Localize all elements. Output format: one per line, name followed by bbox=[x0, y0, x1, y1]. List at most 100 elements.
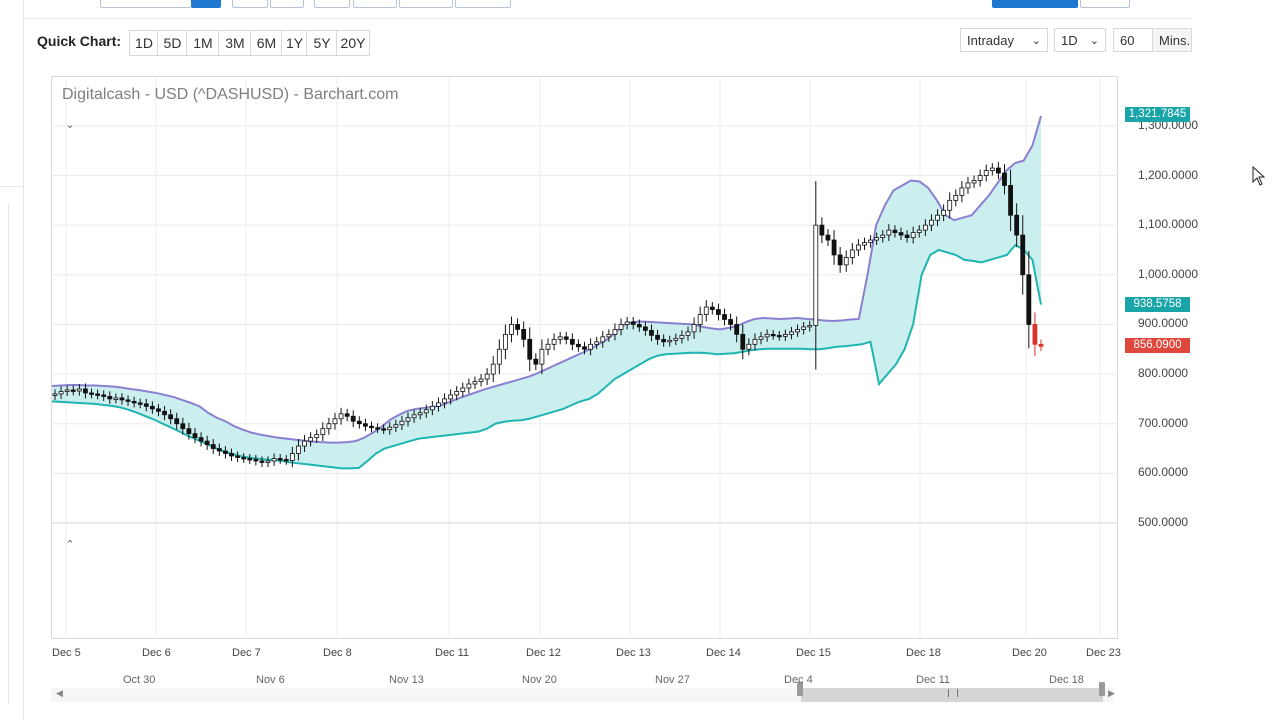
range-button-20y[interactable]: 20Y bbox=[336, 30, 370, 56]
chevron-down-icon[interactable]: ⌄ bbox=[65, 119, 75, 131]
navigator-grip[interactable] bbox=[948, 689, 958, 697]
candle-body bbox=[76, 388, 82, 392]
x-tick-label: Dec 20 bbox=[1012, 647, 1047, 659]
range-button-1m[interactable]: 1M bbox=[186, 30, 220, 56]
aggregation-select[interactable]: 1D ⌄ bbox=[1054, 28, 1106, 52]
candle-body bbox=[776, 334, 782, 338]
candle-body bbox=[283, 459, 289, 462]
toolbar-button[interactable] bbox=[455, 0, 511, 8]
candle-body bbox=[70, 389, 76, 392]
candle-body bbox=[740, 333, 746, 350]
primary-action-button[interactable] bbox=[992, 0, 1078, 8]
candle-body bbox=[916, 229, 922, 234]
candle-body bbox=[758, 336, 764, 340]
period-select[interactable]: Intraday ⌄ bbox=[960, 28, 1048, 52]
candle-body bbox=[642, 326, 648, 331]
candle-body bbox=[1008, 185, 1013, 216]
candle-body bbox=[636, 324, 642, 328]
chevron-up-icon[interactable]: ⌃ bbox=[65, 539, 75, 551]
candle-body bbox=[95, 393, 101, 396]
candle-body bbox=[685, 331, 691, 336]
x-tick-label: Dec 5 bbox=[52, 647, 81, 659]
candle-body bbox=[661, 338, 667, 343]
y-tick-label: 1,100.0000 bbox=[1138, 217, 1199, 232]
price-tag-lower: 938.5758 bbox=[1125, 297, 1190, 313]
toolbar-button[interactable] bbox=[353, 0, 397, 8]
candle-body bbox=[265, 460, 271, 463]
candle-body bbox=[612, 329, 618, 335]
candle-body bbox=[89, 392, 94, 395]
navigator-tick-label: Nov 6 bbox=[256, 674, 285, 686]
candle-body bbox=[789, 331, 794, 335]
go-button[interactable] bbox=[191, 0, 221, 8]
candle-body bbox=[308, 437, 314, 442]
candle-body bbox=[180, 423, 186, 430]
x-tick-label: Dec 8 bbox=[323, 647, 352, 659]
candle-body bbox=[600, 336, 606, 343]
candle-body bbox=[490, 363, 496, 375]
candle-body bbox=[886, 229, 892, 236]
candle-body bbox=[569, 338, 575, 345]
navigator-handle-right[interactable] bbox=[1099, 682, 1105, 696]
candle-body bbox=[533, 358, 539, 365]
candle-body bbox=[795, 329, 800, 333]
x-tick-label: Dec 14 bbox=[706, 647, 741, 659]
candle-body bbox=[156, 408, 161, 412]
range-button-6m[interactable]: 6M bbox=[250, 30, 283, 56]
x-tick-label: Dec 12 bbox=[526, 647, 561, 659]
candle-body bbox=[557, 336, 563, 340]
nav-left-arrow-icon[interactable]: ◀ bbox=[56, 688, 63, 698]
candle-body bbox=[551, 338, 557, 345]
toolbar-button[interactable] bbox=[399, 0, 453, 8]
candle-body bbox=[898, 232, 904, 236]
candle-body bbox=[149, 405, 155, 410]
quick-chart-label: Quick Chart: bbox=[37, 33, 122, 49]
range-button-1d[interactable]: 1D bbox=[129, 30, 159, 56]
navigator-tick-label: Dec 4 bbox=[784, 674, 813, 686]
navigator-tick-label: Dec 11 bbox=[916, 674, 951, 686]
price-tag-upper: 1,321.7845 bbox=[1125, 107, 1190, 123]
toolbar-button[interactable] bbox=[314, 0, 350, 8]
candle-body bbox=[502, 333, 508, 350]
candle-body bbox=[813, 224, 819, 326]
candle-body bbox=[959, 187, 965, 196]
navigator-handle-left[interactable] bbox=[797, 682, 803, 696]
candle-body bbox=[387, 426, 393, 431]
y-tick-label: 1,000.0000 bbox=[1138, 266, 1199, 281]
candle-body bbox=[381, 428, 387, 431]
y-tick-label: 700.0000 bbox=[1138, 415, 1189, 430]
toolbar-button[interactable] bbox=[270, 0, 304, 8]
navigator-window[interactable] bbox=[801, 688, 1103, 702]
candle-body bbox=[131, 400, 137, 404]
candle-body bbox=[52, 393, 58, 396]
range-button-1y[interactable]: 1Y bbox=[281, 30, 308, 56]
x-tick-label: Dec 18 bbox=[906, 647, 941, 659]
candle-body bbox=[576, 343, 581, 348]
candle-body bbox=[594, 341, 600, 345]
toolbar-button[interactable] bbox=[232, 0, 268, 8]
toolbar-button[interactable] bbox=[1080, 0, 1130, 8]
candle-body bbox=[466, 383, 472, 389]
candle-body bbox=[734, 324, 740, 335]
candle-body bbox=[83, 388, 88, 394]
candle-body bbox=[679, 334, 685, 339]
y-tick-label: 500.0000 bbox=[1138, 515, 1189, 529]
navigator-tick-label: Oct 30 bbox=[123, 674, 156, 686]
nav-right-arrow-icon[interactable]: ▶ bbox=[1108, 688, 1115, 698]
range-button-5d[interactable]: 5D bbox=[157, 30, 188, 56]
candle-body bbox=[399, 420, 405, 426]
candle-body bbox=[1014, 214, 1020, 236]
interval-input[interactable]: 60 bbox=[1113, 28, 1153, 52]
candle-body bbox=[302, 440, 307, 447]
candle-body bbox=[101, 394, 107, 397]
candle-body bbox=[235, 455, 240, 458]
candle-body bbox=[405, 417, 411, 422]
candle-body bbox=[289, 453, 295, 461]
y-tick-label: 600.0000 bbox=[1138, 465, 1189, 480]
candle-body bbox=[198, 437, 204, 442]
range-button-5y[interactable]: 5Y bbox=[306, 30, 338, 56]
envelope-band bbox=[51, 115, 1042, 470]
candle-body bbox=[454, 391, 460, 396]
aggregation-value: 1D bbox=[1061, 33, 1078, 48]
